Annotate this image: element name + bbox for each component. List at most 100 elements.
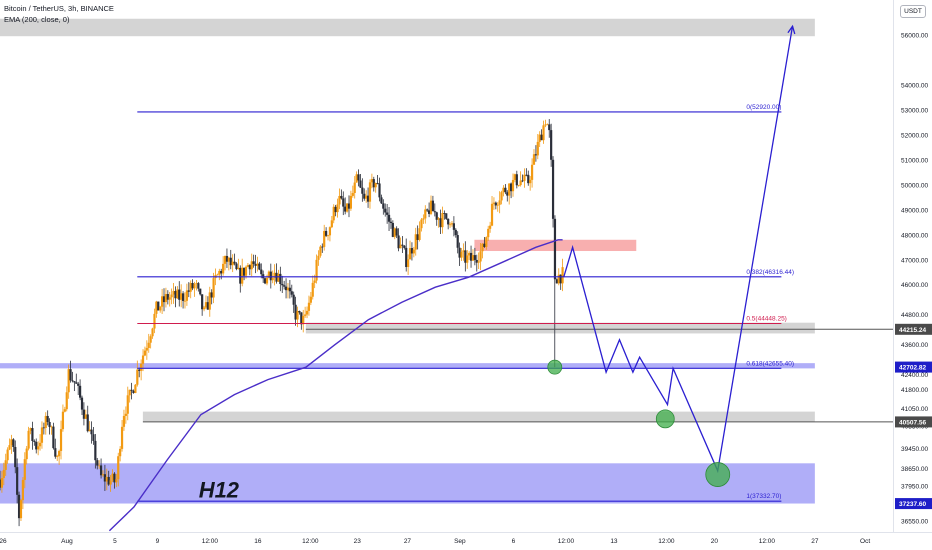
candle-body xyxy=(155,301,158,314)
candle-body xyxy=(59,429,63,451)
candle-body xyxy=(317,255,320,260)
candle-body xyxy=(439,218,442,228)
projection-path xyxy=(563,26,794,474)
candle-body xyxy=(77,383,80,386)
candle-body xyxy=(168,297,171,300)
candle-body xyxy=(546,124,549,126)
candle-body xyxy=(307,302,311,311)
candle-body xyxy=(384,208,387,213)
candle-body xyxy=(397,235,400,249)
candle-body xyxy=(347,203,351,209)
candle-body xyxy=(321,246,324,248)
candle-body xyxy=(416,234,419,240)
price-tag-label-1: 42702.82 xyxy=(899,365,926,372)
candle-body xyxy=(286,287,290,291)
candle-body xyxy=(513,174,517,180)
ema-indicator-label[interactable]: EMA (200, close, 0) xyxy=(4,15,70,24)
candle-body xyxy=(336,204,339,213)
candle-body xyxy=(338,195,341,205)
price-tick-14: 41050.00 xyxy=(901,406,928,413)
candle-body xyxy=(509,183,513,192)
candle-body xyxy=(523,174,526,181)
candle-body xyxy=(544,124,547,126)
candle-body xyxy=(54,448,57,457)
candle-body xyxy=(132,390,135,394)
candle-body xyxy=(153,313,156,329)
candle-body xyxy=(128,389,131,396)
candle-body xyxy=(86,414,89,432)
candle-body xyxy=(159,306,162,311)
candle-body xyxy=(532,154,536,165)
candle-body xyxy=(248,265,251,270)
candle-body xyxy=(0,478,4,488)
candle-body xyxy=(252,261,255,265)
candle-body xyxy=(246,265,250,267)
candle-body xyxy=(126,395,129,414)
candle-body xyxy=(279,273,282,285)
target-circle-2 xyxy=(705,462,731,487)
candle-body xyxy=(46,415,49,423)
candle-body xyxy=(161,296,164,307)
time-tick-6: 12:00 xyxy=(302,538,319,545)
zone-gray-0 xyxy=(0,18,815,37)
candle-body xyxy=(551,159,555,219)
candle-body xyxy=(90,429,93,435)
candle-body xyxy=(454,229,457,236)
candle-body xyxy=(260,269,263,275)
candle-body xyxy=(193,284,196,289)
candle-body xyxy=(481,243,484,252)
candle-body xyxy=(429,200,433,214)
candle-body xyxy=(353,182,356,194)
candle-body xyxy=(334,206,337,213)
currency-badge[interactable]: USDT xyxy=(900,5,926,18)
candle-body xyxy=(19,500,23,519)
fib-level-label-0: 0(52920.00) xyxy=(746,104,781,111)
candle-body xyxy=(254,264,257,266)
candle-body xyxy=(315,259,318,281)
price-tick-4: 51000.00 xyxy=(901,157,928,164)
candle-body xyxy=(185,290,188,301)
fib-level-label-4: 1(37332.70) xyxy=(746,493,781,500)
candle-body xyxy=(292,294,295,305)
candle-body xyxy=(178,289,181,300)
candle-body xyxy=(305,310,309,315)
candle-body xyxy=(267,271,270,278)
candle-body xyxy=(67,369,70,393)
candle-body xyxy=(366,195,370,202)
candle-body xyxy=(387,214,391,222)
candle-body xyxy=(309,296,312,303)
candle-body xyxy=(0,479,2,488)
price-tick-3: 52000.00 xyxy=(901,132,928,139)
candle-body xyxy=(149,336,152,343)
candle-body xyxy=(63,409,66,412)
candle-body xyxy=(494,202,497,206)
fib-level-label-3: 0.618(42655.40) xyxy=(746,360,794,367)
candle-body xyxy=(525,174,528,176)
candle-body xyxy=(56,456,59,457)
price-tag-label-2: 40507.56 xyxy=(899,419,926,426)
candle-body xyxy=(277,273,280,282)
candle-body xyxy=(16,467,19,495)
zones-layer xyxy=(0,18,815,504)
candle-body xyxy=(78,385,82,398)
time-axis[interactable]: 26 Aug 5 9 12:00 16 12:00 23 27 Sep 6 12:00 13 12:00 2… xyxy=(0,538,870,545)
candle-body xyxy=(44,415,47,428)
candle-body xyxy=(58,450,61,457)
candle-body xyxy=(38,442,42,447)
price-tag-label-0: 44215.24 xyxy=(899,327,926,334)
candle-body xyxy=(517,185,520,186)
candle-body xyxy=(485,237,488,247)
candle-body xyxy=(223,255,227,264)
candle-body xyxy=(52,426,55,449)
candle-body xyxy=(498,200,501,205)
symbol-title[interactable]: Bitcoin / TetherUS, 3h, BINANCE xyxy=(4,4,114,13)
projection-layer xyxy=(547,24,796,487)
candle-body xyxy=(84,414,87,419)
candle-body xyxy=(170,294,173,298)
candle-body xyxy=(399,244,402,249)
candle-body xyxy=(496,204,499,206)
candle-body xyxy=(437,218,440,220)
candle-body xyxy=(225,255,229,262)
candle-body xyxy=(511,179,515,192)
